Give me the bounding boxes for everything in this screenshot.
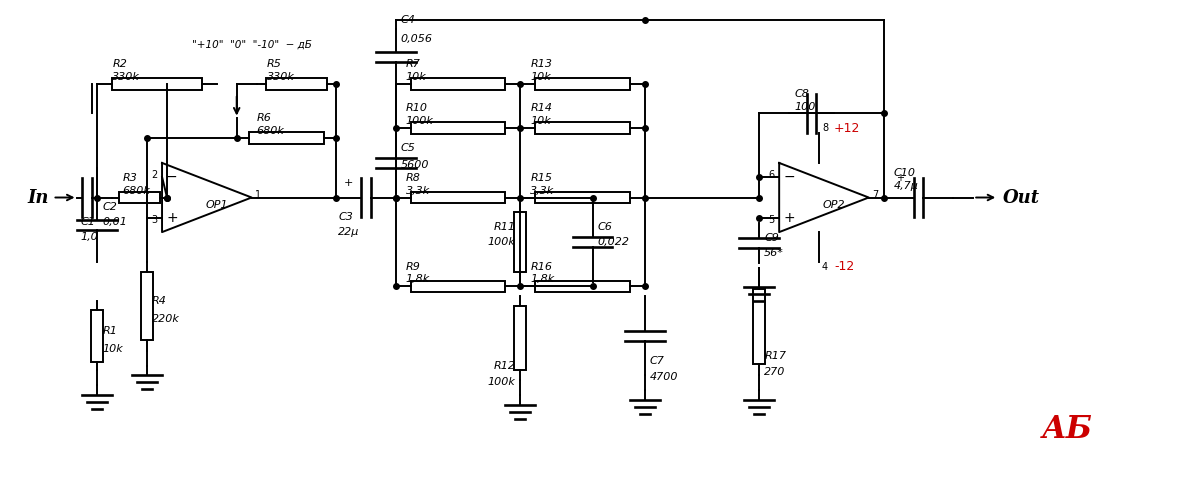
- Text: +: +: [166, 211, 178, 225]
- Text: 100: 100: [794, 102, 816, 111]
- Text: OP1: OP1: [205, 201, 228, 211]
- Text: +12: +12: [834, 122, 860, 135]
- Text: -12: -12: [834, 260, 854, 273]
- Text: 100k: 100k: [487, 237, 515, 247]
- Text: R13: R13: [530, 59, 552, 69]
- Text: C1: C1: [80, 217, 95, 228]
- Text: Out: Out: [1003, 188, 1040, 206]
- Text: 270: 270: [764, 367, 786, 377]
- Bar: [515, 307, 527, 370]
- Text: C7: C7: [649, 356, 665, 366]
- Text: C10: C10: [894, 168, 916, 178]
- Bar: [410, 281, 505, 293]
- Bar: [754, 289, 766, 364]
- Bar: [119, 191, 161, 203]
- Bar: [410, 191, 505, 203]
- Text: 680k: 680k: [122, 186, 150, 196]
- Text: 5: 5: [768, 215, 774, 225]
- Text: 220k: 220k: [152, 314, 180, 324]
- Text: R8: R8: [406, 173, 421, 183]
- Text: 3,3k: 3,3k: [406, 186, 430, 196]
- Text: 100k: 100k: [406, 116, 433, 126]
- Text: 10k: 10k: [530, 72, 551, 82]
- Text: C9: C9: [764, 233, 779, 243]
- Text: R3: R3: [122, 173, 137, 183]
- Text: 0,022: 0,022: [598, 237, 630, 247]
- Bar: [535, 281, 630, 293]
- Text: 1,0: 1,0: [80, 232, 98, 242]
- Text: −: −: [166, 170, 178, 184]
- Bar: [91, 309, 103, 362]
- Text: R7: R7: [406, 59, 421, 69]
- Text: R10: R10: [406, 104, 428, 113]
- Text: 10k: 10k: [530, 116, 551, 126]
- Text: 2: 2: [151, 170, 157, 180]
- Text: R15: R15: [530, 173, 552, 183]
- Text: 4: 4: [822, 262, 828, 272]
- Text: 330k: 330k: [266, 72, 294, 82]
- Bar: [266, 78, 326, 90]
- Text: −: −: [784, 170, 794, 184]
- Text: In: In: [28, 188, 49, 206]
- Text: OP2: OP2: [822, 201, 845, 211]
- Bar: [112, 78, 203, 90]
- Text: 8: 8: [822, 123, 828, 134]
- Text: C3: C3: [338, 213, 353, 222]
- Text: C2: C2: [102, 202, 118, 213]
- Text: 4,7μ: 4,7μ: [894, 181, 918, 190]
- Text: R9: R9: [406, 262, 421, 272]
- Text: 22μ: 22μ: [338, 227, 360, 237]
- Text: C4: C4: [401, 14, 416, 25]
- Text: АБ: АБ: [1043, 415, 1093, 445]
- Text: C5: C5: [401, 143, 416, 153]
- Text: 3: 3: [151, 215, 157, 225]
- Text: C6: C6: [598, 222, 612, 232]
- Text: R11: R11: [493, 222, 515, 232]
- Text: +: +: [343, 178, 353, 187]
- Bar: [535, 191, 630, 203]
- Bar: [142, 272, 154, 340]
- Text: R5: R5: [266, 59, 282, 69]
- Bar: [535, 78, 630, 90]
- Text: 330k: 330k: [113, 72, 140, 82]
- Text: R17: R17: [764, 351, 786, 361]
- Bar: [410, 122, 505, 134]
- Text: 0,01: 0,01: [102, 217, 127, 228]
- Text: 6: 6: [768, 170, 774, 180]
- Bar: [515, 212, 527, 272]
- Text: 5600: 5600: [401, 160, 430, 170]
- Text: R6: R6: [257, 113, 271, 123]
- Text: 100k: 100k: [487, 377, 515, 388]
- Text: 4700: 4700: [649, 373, 678, 382]
- Text: R12: R12: [493, 361, 515, 371]
- Text: C8: C8: [794, 89, 809, 99]
- Bar: [535, 122, 630, 134]
- Bar: [248, 132, 324, 144]
- Text: R16: R16: [530, 262, 552, 272]
- Text: 10k: 10k: [102, 344, 124, 354]
- Text: R2: R2: [113, 59, 127, 69]
- Text: R1: R1: [102, 326, 118, 336]
- Text: R4: R4: [152, 296, 167, 306]
- Text: 10k: 10k: [406, 72, 427, 82]
- Text: R14: R14: [530, 104, 552, 113]
- Text: +: +: [784, 211, 794, 225]
- Text: "+10"  "0"  "-10"  − дБ: "+10" "0" "-10" − дБ: [192, 39, 312, 49]
- Text: 1,8k: 1,8k: [406, 274, 430, 284]
- Text: 1: 1: [254, 189, 260, 200]
- Text: 3,3k: 3,3k: [530, 186, 554, 196]
- Text: 680k: 680k: [257, 126, 284, 136]
- Text: 7: 7: [871, 189, 878, 200]
- Text: 56*: 56*: [764, 248, 784, 258]
- Text: 0,056: 0,056: [401, 34, 433, 44]
- Text: 1,8k: 1,8k: [530, 274, 554, 284]
- Text: +: +: [895, 173, 904, 183]
- Bar: [410, 78, 505, 90]
